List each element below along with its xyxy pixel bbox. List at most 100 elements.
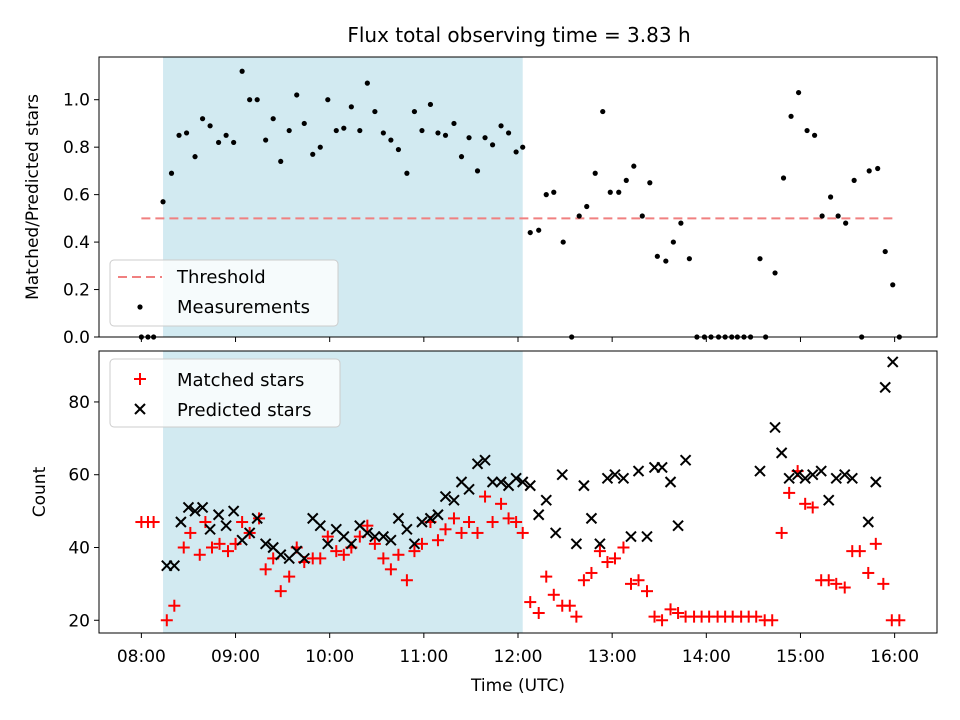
matched-star-point xyxy=(640,585,653,598)
predicted-star-point xyxy=(416,516,428,528)
predicted-star-stroke-b xyxy=(212,509,225,521)
predicted-star-stroke-b xyxy=(672,519,684,532)
predicted-star-point xyxy=(625,530,637,543)
matched-star-point xyxy=(656,614,669,627)
matched-star-point xyxy=(177,541,190,554)
measurement-point xyxy=(160,199,166,205)
measurement-point xyxy=(435,130,441,136)
x-tick-label: 12:00 xyxy=(494,647,543,667)
legend-matched-label: Matched stars xyxy=(177,370,304,391)
measurement-point xyxy=(654,253,660,259)
top-legend-box xyxy=(109,259,339,327)
top-y-axis-label: Matched/Predicted stars xyxy=(23,94,43,300)
matched-star-point xyxy=(869,537,882,550)
predicted-star-point xyxy=(204,523,216,536)
predicted-star-point xyxy=(823,494,835,506)
matched-star-point xyxy=(893,614,906,627)
measurement-point xyxy=(254,97,260,103)
predicted-star-point xyxy=(870,476,882,488)
predicted-star-point xyxy=(672,519,684,532)
measurement-point xyxy=(543,192,549,198)
matched-star-point xyxy=(274,585,287,598)
measurement-point xyxy=(380,130,386,136)
matched-star-point xyxy=(321,530,334,543)
measurement-point xyxy=(310,151,316,157)
predicted-star-stroke-b xyxy=(259,538,272,550)
measurement-point xyxy=(757,256,763,262)
legend-threshold-label: Threshold xyxy=(176,267,266,288)
measurement-point xyxy=(592,170,598,176)
measurement-point xyxy=(183,130,190,136)
measurement-point xyxy=(639,213,645,219)
bottom-legend: Matched stars Predicted stars xyxy=(109,358,341,428)
predicted-star-stroke-b xyxy=(385,534,397,546)
matched-stars-points xyxy=(135,465,906,627)
matched-star-point xyxy=(479,490,492,503)
predicted-star-point xyxy=(401,523,413,536)
predicted-star-stroke-b xyxy=(517,476,529,488)
predicted-star-stroke-b xyxy=(424,512,437,525)
predicted-star-stroke-b xyxy=(204,523,216,536)
predicted-star-point xyxy=(556,469,568,481)
predicted-star-point xyxy=(168,559,181,572)
predicted-star-stroke-b xyxy=(823,494,835,506)
measurement-point xyxy=(348,104,354,110)
measurement-point xyxy=(341,125,347,131)
measurement-point xyxy=(223,132,229,138)
matched-star-point xyxy=(617,541,630,554)
predicted-star-point xyxy=(862,516,874,528)
matched-star-point xyxy=(877,577,890,590)
measurement-point xyxy=(176,132,182,138)
matched-star-point xyxy=(547,588,560,601)
top-legend: Threshold Measurements xyxy=(109,259,339,327)
predicted-star-point xyxy=(196,501,209,514)
matched-star-point xyxy=(377,552,390,565)
measurement-point xyxy=(333,127,339,134)
predicted-star-stroke-b xyxy=(862,516,874,528)
matched-star-point xyxy=(862,566,875,579)
top-y-ticks: 0.0 0.2 0.4 0.6 0.8 1.0 xyxy=(63,91,99,348)
matched-star-point xyxy=(439,523,452,536)
measurement-point xyxy=(607,189,613,195)
measurement-point xyxy=(294,92,300,98)
measurement-point xyxy=(890,282,896,288)
measurement-point xyxy=(505,130,512,136)
predicted-star-point xyxy=(656,461,668,474)
matched-star-point xyxy=(455,526,468,539)
predicted-star-point xyxy=(369,530,381,543)
measurement-point xyxy=(584,203,590,210)
measurement-point xyxy=(851,177,857,183)
predicted-star-point xyxy=(799,472,811,485)
matched-star-point xyxy=(221,545,234,558)
predicted-star-stroke-b xyxy=(830,472,842,485)
matched-star-point xyxy=(253,512,266,525)
predicted-star-stroke-b xyxy=(345,538,358,550)
legend-measurements-swatch xyxy=(137,304,143,310)
y-tick-label: 20 xyxy=(68,611,90,631)
bottom-x-ticks: 08:00 09:00 10:00 11:00 12:00 13:00 14:00 15:00… xyxy=(117,633,919,667)
matched-star-point xyxy=(205,541,218,554)
predicted-star-point xyxy=(887,356,899,368)
predicted-star-point xyxy=(408,538,421,550)
predicted-star-point xyxy=(754,465,766,477)
predicted-star-point xyxy=(585,512,598,525)
x-tick-label: 10:00 xyxy=(305,647,354,667)
bottom-y-ticks: 20 40 60 80 xyxy=(68,393,99,631)
measurement-point xyxy=(388,137,394,143)
matched-star-point xyxy=(184,526,197,539)
measurement-point xyxy=(536,227,542,233)
predicted-star-point xyxy=(815,465,827,477)
predicted-star-point xyxy=(479,454,491,466)
measurement-point xyxy=(404,170,410,176)
measurement-point xyxy=(419,127,425,134)
top-panel: 0.0 0.2 0.4 0.6 0.8 1.0 Matched/Predicted sta… xyxy=(23,56,938,348)
matched-star-point xyxy=(830,577,843,590)
predicted-star-point xyxy=(251,512,263,525)
legend-predicted-swatch xyxy=(134,403,146,415)
y-tick-label: 1.0 xyxy=(63,91,90,111)
predicted-star-point xyxy=(471,458,484,470)
matched-star-point xyxy=(168,599,181,612)
predicted-star-stroke-b xyxy=(471,458,484,470)
predicted-star-point xyxy=(439,490,452,503)
